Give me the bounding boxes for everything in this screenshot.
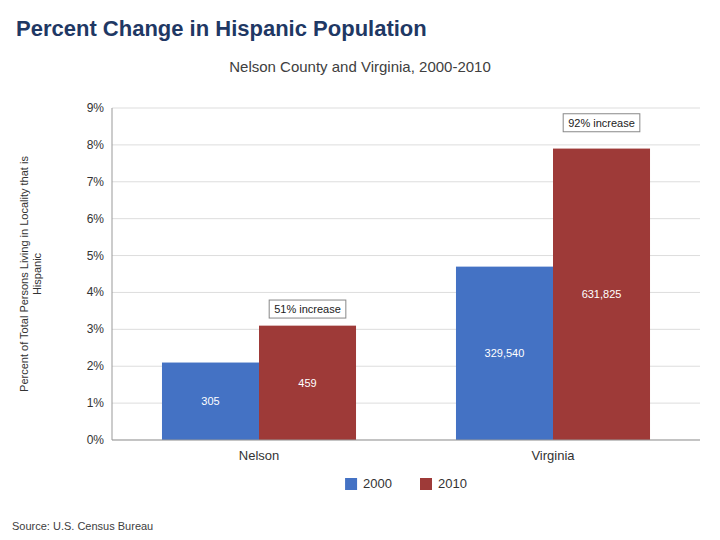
x-axis-line xyxy=(112,440,700,441)
bars xyxy=(162,149,650,440)
annotation-box xyxy=(563,114,640,132)
grid-line xyxy=(112,144,700,145)
bar xyxy=(456,267,553,440)
annotation-box xyxy=(269,300,346,318)
legend-label: 2010 xyxy=(438,476,467,491)
y-axis-label: Percent of Total Persons Living in Local… xyxy=(18,156,43,392)
subtitle: Nelson County and Virginia, 2000-2010 xyxy=(229,58,491,75)
legend: 2000 2010 xyxy=(345,476,467,491)
bar-label: 631,825 xyxy=(582,288,622,300)
bar-label: 305 xyxy=(201,395,219,407)
bar xyxy=(162,363,259,440)
legend-swatch xyxy=(420,478,432,490)
y-tick-label: 9% xyxy=(87,101,105,115)
y-tick-label: 5% xyxy=(87,249,105,263)
title: Percent Change in Hispanic Population xyxy=(16,16,427,41)
x-tick-label: Nelson xyxy=(239,448,279,463)
y-axis-label-line: Hispanic xyxy=(31,252,43,295)
y-tick-label: 1% xyxy=(87,396,105,410)
y-tick-label: 4% xyxy=(87,285,105,299)
bar xyxy=(553,149,650,440)
y-axis-line xyxy=(112,108,113,440)
y-tick-label: 6% xyxy=(87,212,105,226)
chart: Percent Change in Hispanic Population Nel… xyxy=(0,0,720,540)
source: Source: U.S. Census Bureau xyxy=(12,520,153,532)
grid-line xyxy=(112,440,700,441)
legend-swatch xyxy=(345,478,357,490)
annotation-text: 51% increase xyxy=(274,303,341,315)
annotation-text: 92% increase xyxy=(568,117,635,129)
annotation: 51% increase xyxy=(269,300,346,318)
y-tick-label: 0% xyxy=(87,433,105,447)
bar xyxy=(259,326,356,440)
y-axis-label-line: Percent of Total Persons Living in Local… xyxy=(18,156,30,392)
y-tick-label: 2% xyxy=(87,359,105,373)
y-tick-label: 3% xyxy=(87,322,105,336)
bar-label: 329,540 xyxy=(485,347,525,359)
bar-label: 459 xyxy=(298,377,316,389)
y-tick-label: 7% xyxy=(87,175,105,189)
annotation: 92% increase xyxy=(563,114,640,132)
grid xyxy=(112,108,700,440)
legend-label: 2000 xyxy=(363,476,392,491)
grid-line xyxy=(112,108,700,109)
y-tick-label: 8% xyxy=(87,138,105,152)
x-tick-label: Virginia xyxy=(531,448,575,463)
